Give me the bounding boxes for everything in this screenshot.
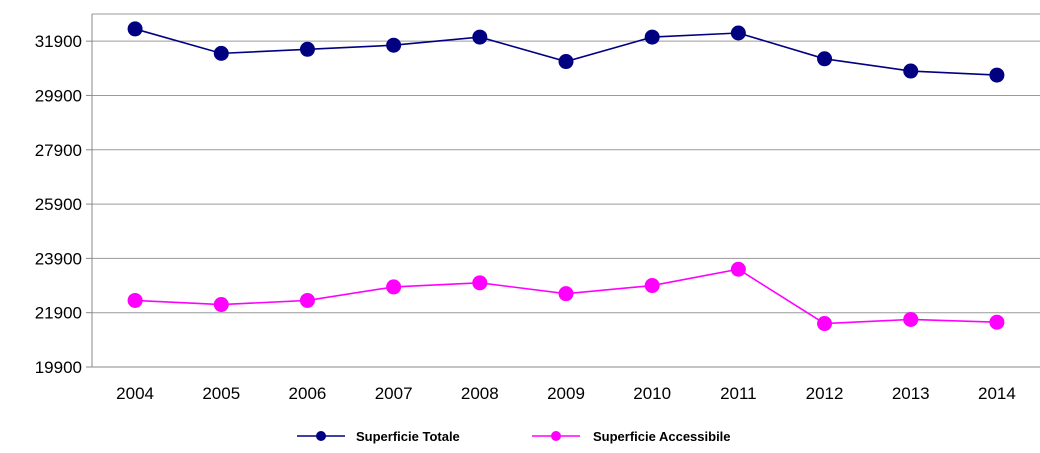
x-tick-label-0: 2004 bbox=[116, 384, 154, 403]
data-point-1-2 bbox=[299, 292, 315, 308]
x-tick-label-3: 2007 bbox=[375, 384, 413, 403]
x-tick-label-1: 2005 bbox=[202, 384, 240, 403]
legend-label-0: Superficie Totale bbox=[356, 429, 460, 444]
x-tick-label-10: 2014 bbox=[978, 384, 1016, 403]
data-point-1-7 bbox=[730, 261, 746, 277]
legend-swatch-marker-1 bbox=[551, 431, 561, 441]
data-point-0-9 bbox=[903, 63, 919, 79]
data-point-0-3 bbox=[386, 37, 402, 53]
grid bbox=[92, 13, 1040, 314]
x-tick-label-4: 2008 bbox=[461, 384, 499, 403]
data-point-0-1 bbox=[213, 45, 229, 61]
x-tick-label-9: 2013 bbox=[892, 384, 930, 403]
x-tick-label-2: 2006 bbox=[289, 384, 327, 403]
data-point-1-10 bbox=[989, 314, 1005, 330]
data-point-1-0 bbox=[127, 292, 143, 308]
data-point-1-1 bbox=[213, 297, 229, 313]
data-point-1-3 bbox=[386, 279, 402, 295]
series bbox=[127, 21, 1005, 332]
y-tick-label-4: 27900 bbox=[35, 141, 82, 160]
data-point-1-8 bbox=[817, 316, 833, 332]
data-point-0-8 bbox=[817, 51, 833, 67]
legend-item-1: Superficie Accessibile bbox=[532, 429, 731, 444]
series-0 bbox=[127, 21, 1005, 83]
legend-swatch-marker-0 bbox=[316, 431, 326, 441]
data-point-0-6 bbox=[644, 29, 660, 45]
legend-label-1: Superficie Accessibile bbox=[593, 429, 731, 444]
legend-item-0: Superficie Totale bbox=[297, 429, 460, 444]
y-tick-label-0: 19900 bbox=[35, 358, 82, 377]
x-tick-label-5: 2009 bbox=[547, 384, 585, 403]
y-tick-label-3: 25900 bbox=[35, 195, 82, 214]
y-tick-label-5: 29900 bbox=[35, 86, 82, 105]
axes: 19900 21900 23900 25900 27900 29900 31900 2004 2… bbox=[35, 14, 1040, 403]
data-point-0-2 bbox=[299, 41, 315, 57]
data-point-1-6 bbox=[644, 278, 660, 294]
data-point-0-7 bbox=[730, 25, 746, 41]
y-tick-label-1: 21900 bbox=[35, 304, 82, 323]
x-tick-label-7: 2011 bbox=[720, 384, 757, 403]
data-point-1-5 bbox=[558, 286, 574, 302]
data-point-1-4 bbox=[472, 275, 488, 291]
data-point-1-9 bbox=[903, 311, 919, 327]
y-tick-label-6: 31900 bbox=[35, 32, 82, 51]
series-1 bbox=[127, 261, 1005, 332]
data-point-0-5 bbox=[558, 54, 574, 70]
data-point-0-4 bbox=[472, 29, 488, 45]
y-tick-label-2: 23900 bbox=[35, 249, 82, 268]
data-point-0-0 bbox=[127, 21, 143, 37]
x-tick-label-6: 2010 bbox=[633, 384, 671, 403]
legend: Superficie Totale Superficie Accessibile bbox=[297, 429, 731, 444]
x-tick-label-8: 2012 bbox=[806, 384, 844, 403]
data-point-0-10 bbox=[989, 67, 1005, 83]
